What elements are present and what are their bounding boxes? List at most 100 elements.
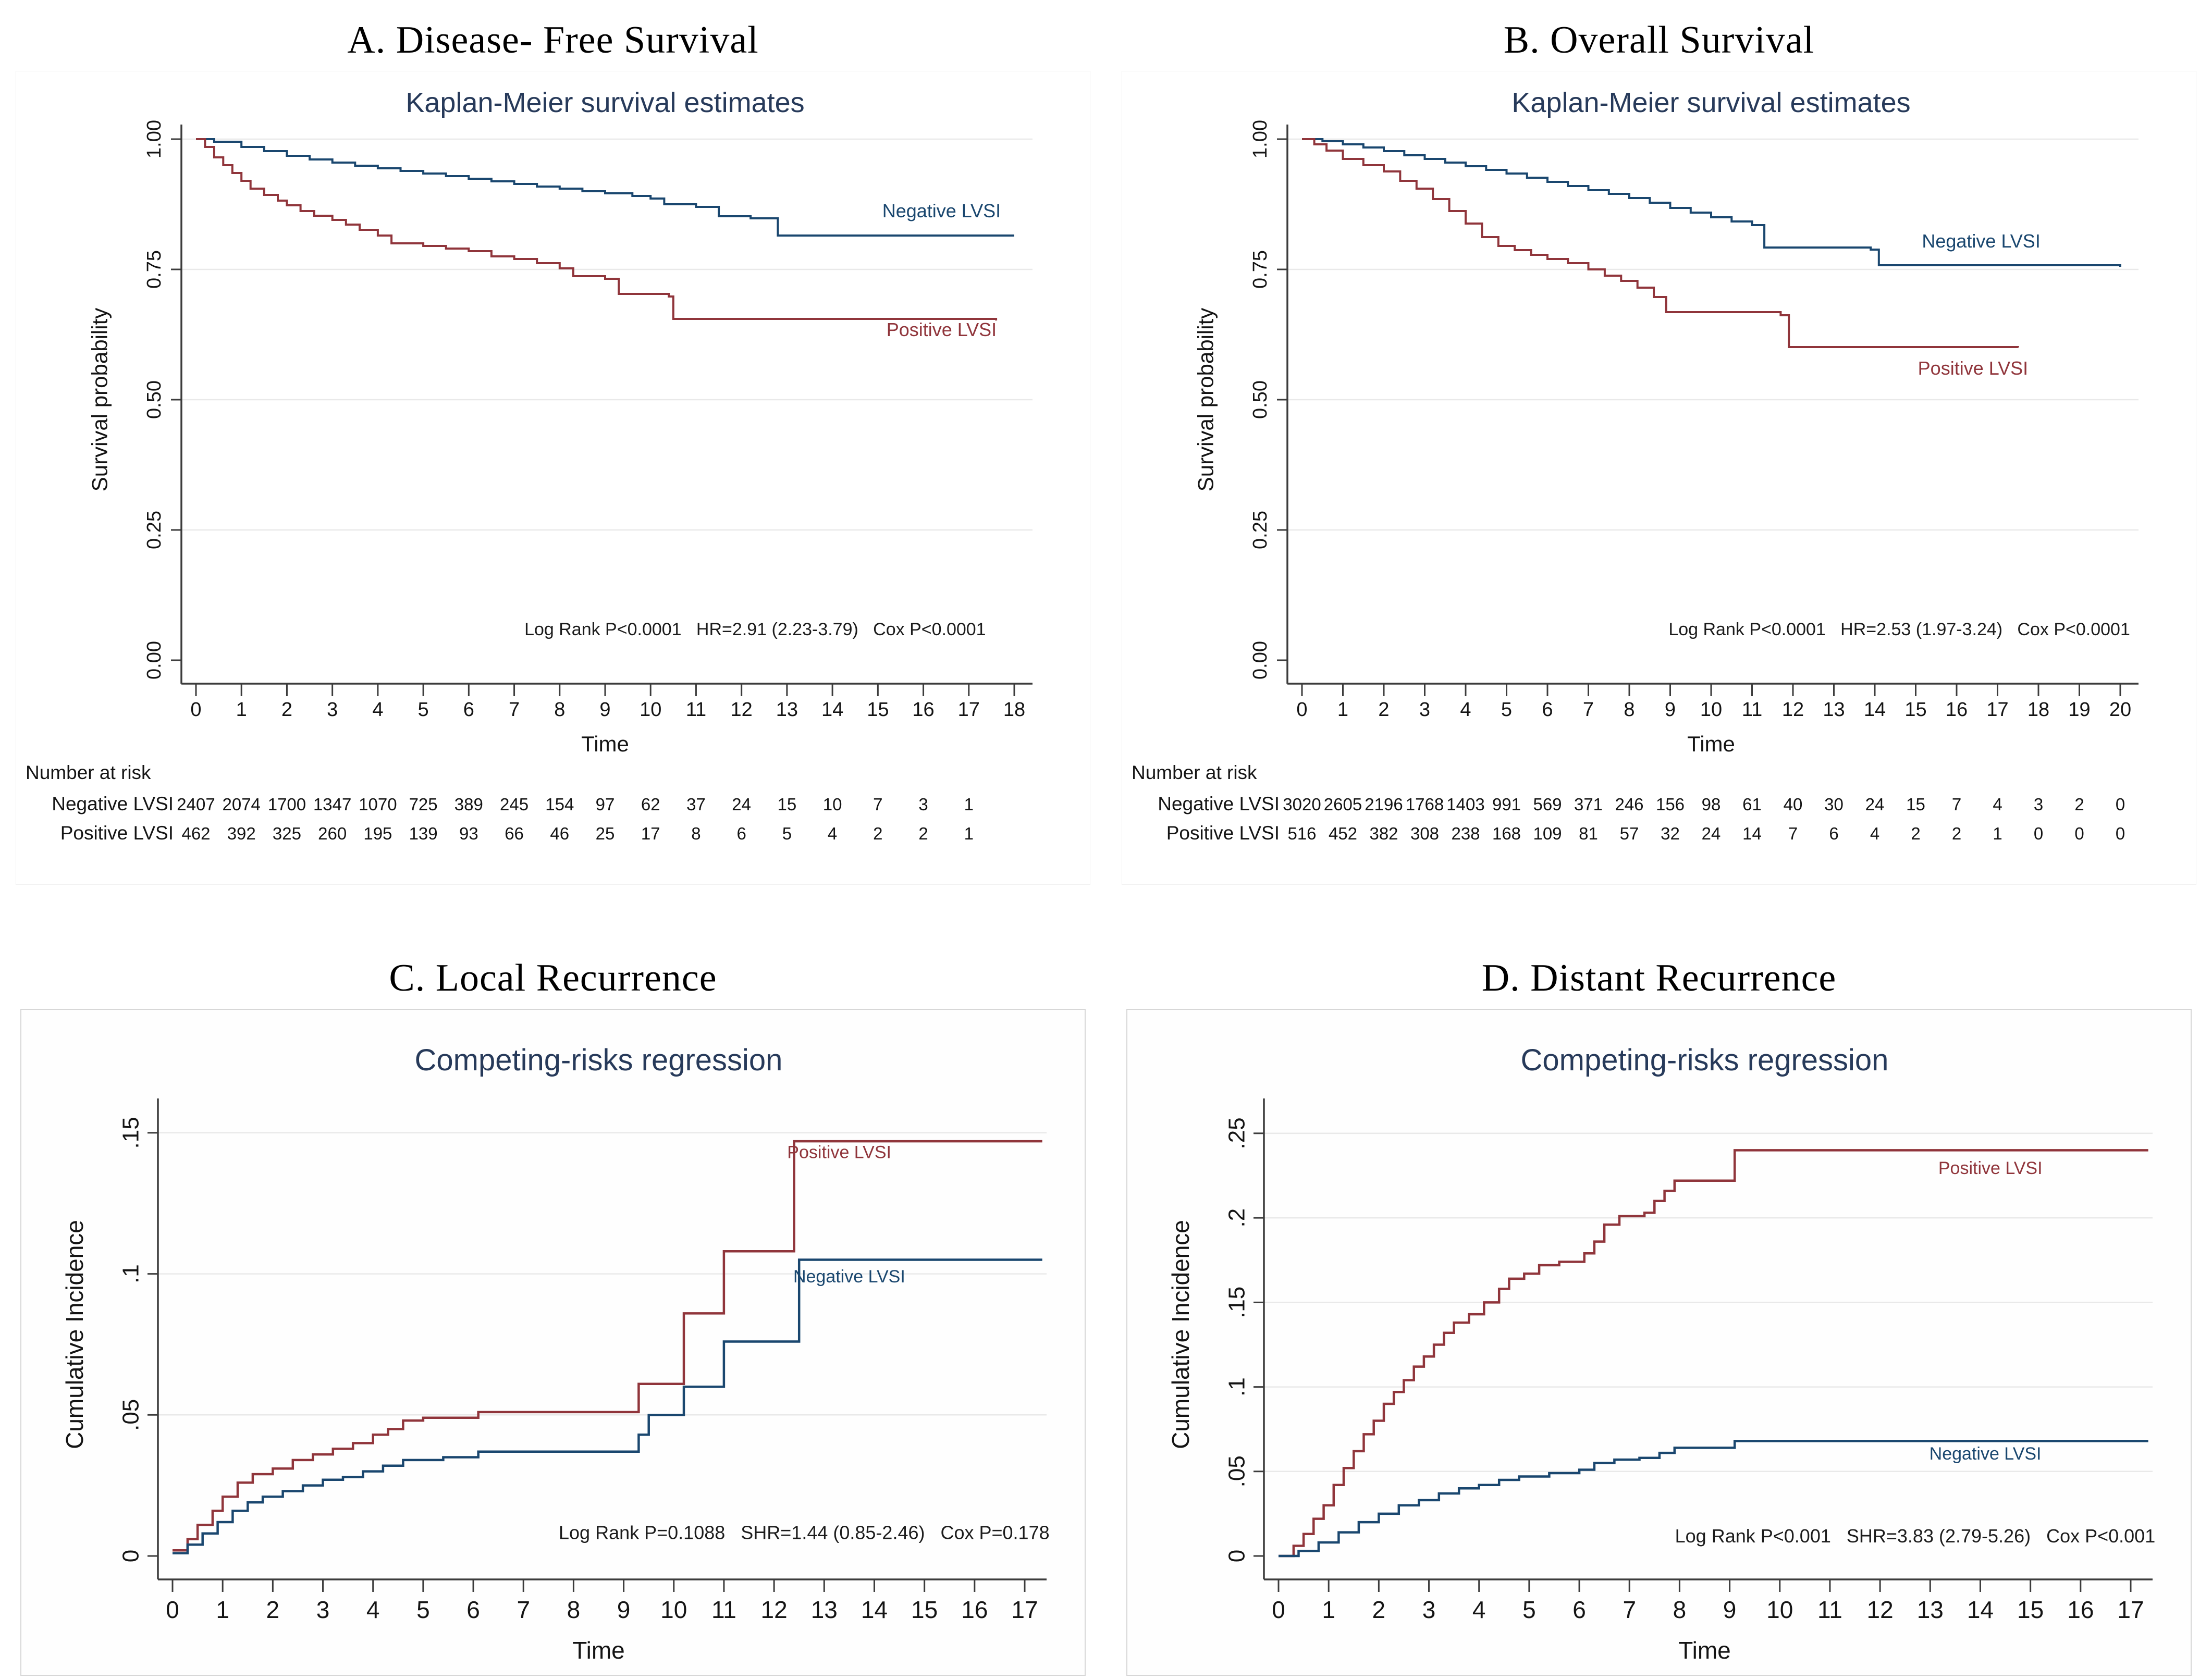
series-line-negative-lvsi <box>1302 138 2121 267</box>
x-tick-label: 1 <box>1322 1596 1335 1623</box>
x-tick-label: 9 <box>1665 699 1676 721</box>
series-line-negative-lvsi <box>1279 1440 2148 1558</box>
x-tick-label: 5 <box>1501 699 1512 721</box>
risk-table-heading: Number at risk <box>26 762 151 783</box>
x-tick-label: 3 <box>1422 1596 1436 1623</box>
stats-text: Log Rank P<0.0001 HR=2.91 (2.23-3.79) Co… <box>524 620 986 639</box>
x-tick-label: 4 <box>366 1596 380 1623</box>
risk-value: 452 <box>1329 824 1357 843</box>
risk-value: 98 <box>1702 795 1721 814</box>
risk-value: 37 <box>686 795 706 814</box>
risk-value: 6 <box>736 824 746 843</box>
y-tick-label: 0.00 <box>143 641 165 680</box>
x-tick-label: 9 <box>599 699 610 721</box>
y-tick-label: .1 <box>1224 1377 1250 1397</box>
risk-value: 139 <box>409 824 438 843</box>
x-tick-label: 12 <box>1782 699 1804 721</box>
risk-value: 462 <box>181 824 210 843</box>
x-tick-label: 17 <box>2117 1596 2144 1623</box>
x-tick-label: 3 <box>327 699 338 721</box>
risk-value: 97 <box>596 795 615 814</box>
x-tick-label: 3 <box>1419 699 1430 721</box>
x-tick-label: 10 <box>1700 699 1722 721</box>
x-tick-label: 7 <box>1623 1596 1636 1623</box>
y-tick-label: 1.00 <box>143 120 165 158</box>
x-tick-label: 6 <box>1542 699 1553 721</box>
risk-value: 2196 <box>1365 795 1403 814</box>
legend-label-positive-lvsi: Positive LVSI <box>1938 1158 2043 1178</box>
panel-distant-recurrence: D. Distant Recurrence Competing-risks re… <box>1106 938 2212 1680</box>
x-tick-label: 7 <box>517 1596 530 1623</box>
panel-a-chart-card: Kaplan-Meier survival estimates 0.00 0.25 0… <box>16 71 1090 885</box>
x-tick-label: 6 <box>1572 1596 1586 1623</box>
risk-value: 389 <box>454 795 483 814</box>
risk-value: 6 <box>1829 824 1838 843</box>
x-tick-label: 17 <box>958 699 980 721</box>
x-tick-label: 11 <box>1817 1596 1842 1623</box>
x-tick-label: 18 <box>1003 699 1025 721</box>
risk-value: 569 <box>1533 795 1562 814</box>
x-tick-label: 11 <box>1742 699 1762 721</box>
x-tick-label: 9 <box>1723 1596 1737 1623</box>
panel-local-recurrence: C. Local Recurrence Competing-risks regr… <box>0 938 1106 1680</box>
x-tick-label: 12 <box>731 699 753 721</box>
x-tick-label: 10 <box>640 699 661 721</box>
risk-value: 3020 <box>1283 795 1321 814</box>
x-tick-label: 11 <box>711 1596 736 1623</box>
y-tick-label: 0.75 <box>1249 250 1271 289</box>
chart-title: Competing-risks regression <box>415 1043 783 1077</box>
y-axis-title: Cumulative Incidence <box>61 1220 88 1449</box>
x-tick-label: 7 <box>1583 699 1594 721</box>
risk-value: 0 <box>2034 824 2043 843</box>
stats-text: Log Rank P<0.0001 HR=2.53 (1.97-3.24) Co… <box>1668 620 2130 639</box>
y-tick-label: 0.25 <box>143 511 165 549</box>
x-tick-label: 15 <box>911 1596 938 1623</box>
y-tick-label: 0 <box>118 1550 144 1562</box>
x-tick-label: 0 <box>1272 1596 1285 1623</box>
risk-value: 4 <box>1993 795 2002 814</box>
risk-value: 238 <box>1451 824 1480 843</box>
risk-value: 245 <box>500 795 529 814</box>
panel-a-title: A. Disease- Free Survival <box>347 19 759 61</box>
x-tick-label: 9 <box>617 1596 631 1623</box>
x-tick-label: 11 <box>686 699 706 721</box>
x-tick-label: 4 <box>372 699 383 721</box>
risk-value: 1 <box>1993 824 2002 843</box>
x-tick-label: 14 <box>1967 1596 1994 1623</box>
legend-label-negative-lvsi: Negative LVSI <box>1930 1444 2042 1464</box>
x-tick-label: 20 <box>2109 699 2131 721</box>
km-chart-overall-survival: Kaplan-Meier survival estimates 0.00 0.25 0… <box>1132 87 2139 844</box>
y-tick-label: 0 <box>1224 1550 1250 1562</box>
legend-label-negative-lvsi: Negative LVSI <box>793 1267 905 1287</box>
panel-b-title: B. Overall Survival <box>1503 19 1815 61</box>
risk-value: 325 <box>273 824 301 843</box>
x-tick-label: 13 <box>811 1596 838 1623</box>
panel-c-chart-card: Competing-risks regression 0.05.1.15 0 1 2 3 4… <box>20 1009 1086 1676</box>
risk-value: 5 <box>782 824 792 843</box>
risk-value: 66 <box>505 824 524 843</box>
risk-value: 7 <box>873 795 882 814</box>
risk-value: 260 <box>318 824 347 843</box>
panel-disease-free-survival: A. Disease- Free Survival Kaplan-Meier s… <box>0 0 1106 938</box>
risk-value: 10 <box>823 795 842 814</box>
risk-value: 195 <box>363 824 392 843</box>
legend-label-positive-lvsi: Positive LVSI <box>1918 357 2028 379</box>
y-tick-label: .25 <box>1224 1117 1250 1149</box>
y-tick-label: 0.50 <box>1249 380 1271 419</box>
panel-d-chart-card: Competing-risks regression 0 .05 .1 .15 .2 .25… <box>1126 1009 2192 1676</box>
risk-value: 62 <box>641 795 660 814</box>
risk-value: 8 <box>691 824 701 843</box>
x-tick-label: 17 <box>1011 1596 1038 1623</box>
risk-table-heading: Number at risk <box>1132 762 1257 783</box>
series-line-negative-lvsi <box>173 1258 1042 1554</box>
panel-overall-survival: B. Overall Survival Kaplan-Meier surviva… <box>1106 0 2212 938</box>
risk-value: 4 <box>1870 824 1879 843</box>
x-tick-label: 1 <box>236 699 247 721</box>
risk-value: 2 <box>1952 824 1961 843</box>
x-tick-label: 15 <box>867 699 889 721</box>
x-tick-label: 19 <box>2068 699 2090 721</box>
risk-value: 24 <box>1865 795 1885 814</box>
x-tick-label: 15 <box>1904 699 1926 721</box>
y-tick-label: .05 <box>1224 1455 1250 1487</box>
risk-value: 7 <box>1788 824 1798 843</box>
